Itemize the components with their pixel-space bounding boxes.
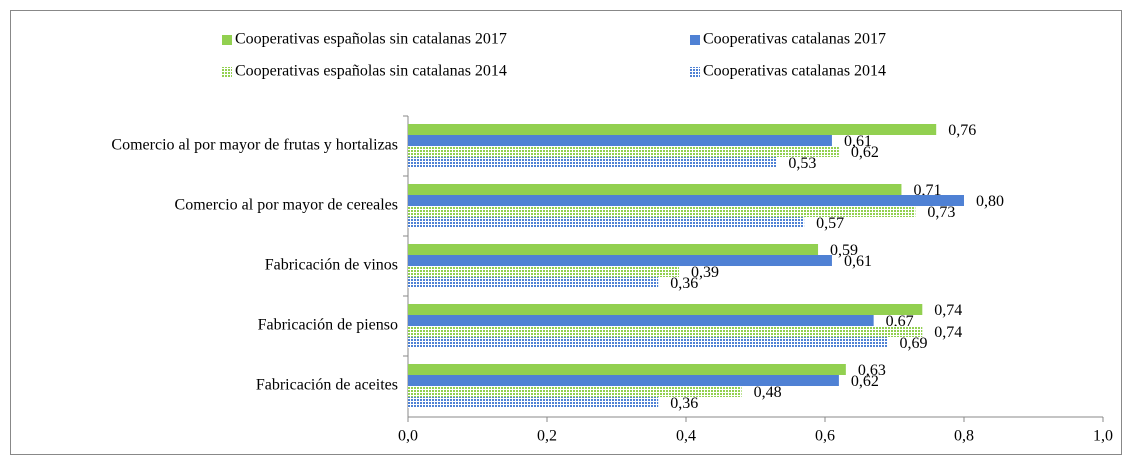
- x-tick-label: 0,2: [537, 428, 557, 445]
- y-tick-label: Fabricación de pienso: [258, 317, 398, 334]
- bar: [408, 255, 832, 266]
- value-label: 0,62: [851, 373, 879, 390]
- legend-label: Cooperativas españolas sin catalanas 201…: [235, 31, 507, 48]
- x-tick-label: 0,0: [398, 428, 418, 445]
- value-label: 0,76: [948, 122, 976, 139]
- y-tick-label: Comercio al por mayor de cereales: [175, 197, 398, 214]
- bar: [408, 266, 680, 277]
- bar: [408, 157, 777, 168]
- legend-label: Cooperativas españolas sin catalanas 201…: [235, 63, 507, 80]
- bar: [408, 386, 742, 397]
- legend-swatch: [222, 35, 232, 45]
- legend-swatch: [222, 67, 232, 77]
- bar: [408, 206, 916, 217]
- value-label: 0,61: [844, 253, 872, 270]
- bar: [408, 304, 923, 315]
- x-tick-label: 0,4: [676, 428, 696, 445]
- legend-swatch: [690, 35, 700, 45]
- x-tick-label: 1,0: [1093, 428, 1113, 445]
- x-tick-label: 0,8: [954, 428, 974, 445]
- value-label: 0,67: [886, 313, 914, 330]
- bar: [408, 124, 937, 135]
- legend-label: Cooperativas catalanas 2017: [703, 31, 886, 48]
- y-tick-label: Fabricación de vinos: [265, 257, 398, 274]
- bar: [408, 375, 839, 386]
- value-label: 0,48: [754, 384, 782, 401]
- legend-label: Cooperativas catalanas 2014: [703, 63, 886, 80]
- bar: [408, 135, 832, 146]
- legend-swatch: [690, 67, 700, 77]
- value-label: 0,80: [976, 193, 1004, 210]
- value-label: 0,74: [934, 324, 962, 341]
- bar: [408, 315, 874, 326]
- value-label: 0,74: [934, 302, 962, 319]
- value-label: 0,39: [691, 264, 719, 281]
- value-label: 0,36: [670, 275, 698, 292]
- value-label: 0,71: [913, 182, 941, 199]
- value-label: 0,53: [788, 155, 816, 172]
- bar: [408, 397, 659, 408]
- bar: [408, 244, 819, 255]
- y-tick-label: Fabricación de aceites: [256, 377, 398, 394]
- value-label: 0,73: [927, 204, 955, 221]
- value-label: 0,57: [816, 215, 844, 232]
- bar: [408, 277, 659, 288]
- value-label: 0,61: [844, 133, 872, 150]
- y-tick-label: Comercio al por mayor de frutas y hortal…: [111, 137, 398, 154]
- bar: [408, 364, 846, 375]
- bar: [408, 195, 964, 206]
- value-label: 0,36: [670, 395, 698, 412]
- value-label: 0,69: [900, 335, 928, 352]
- bar: [408, 184, 902, 195]
- x-tick-label: 0,6: [815, 428, 835, 445]
- value-label: 0,59: [830, 242, 858, 259]
- bar: [408, 326, 923, 337]
- bar: [408, 337, 888, 348]
- bar: [408, 146, 839, 157]
- value-label: 0,62: [851, 144, 879, 161]
- value-label: 0,63: [858, 362, 886, 379]
- bar: [408, 217, 805, 228]
